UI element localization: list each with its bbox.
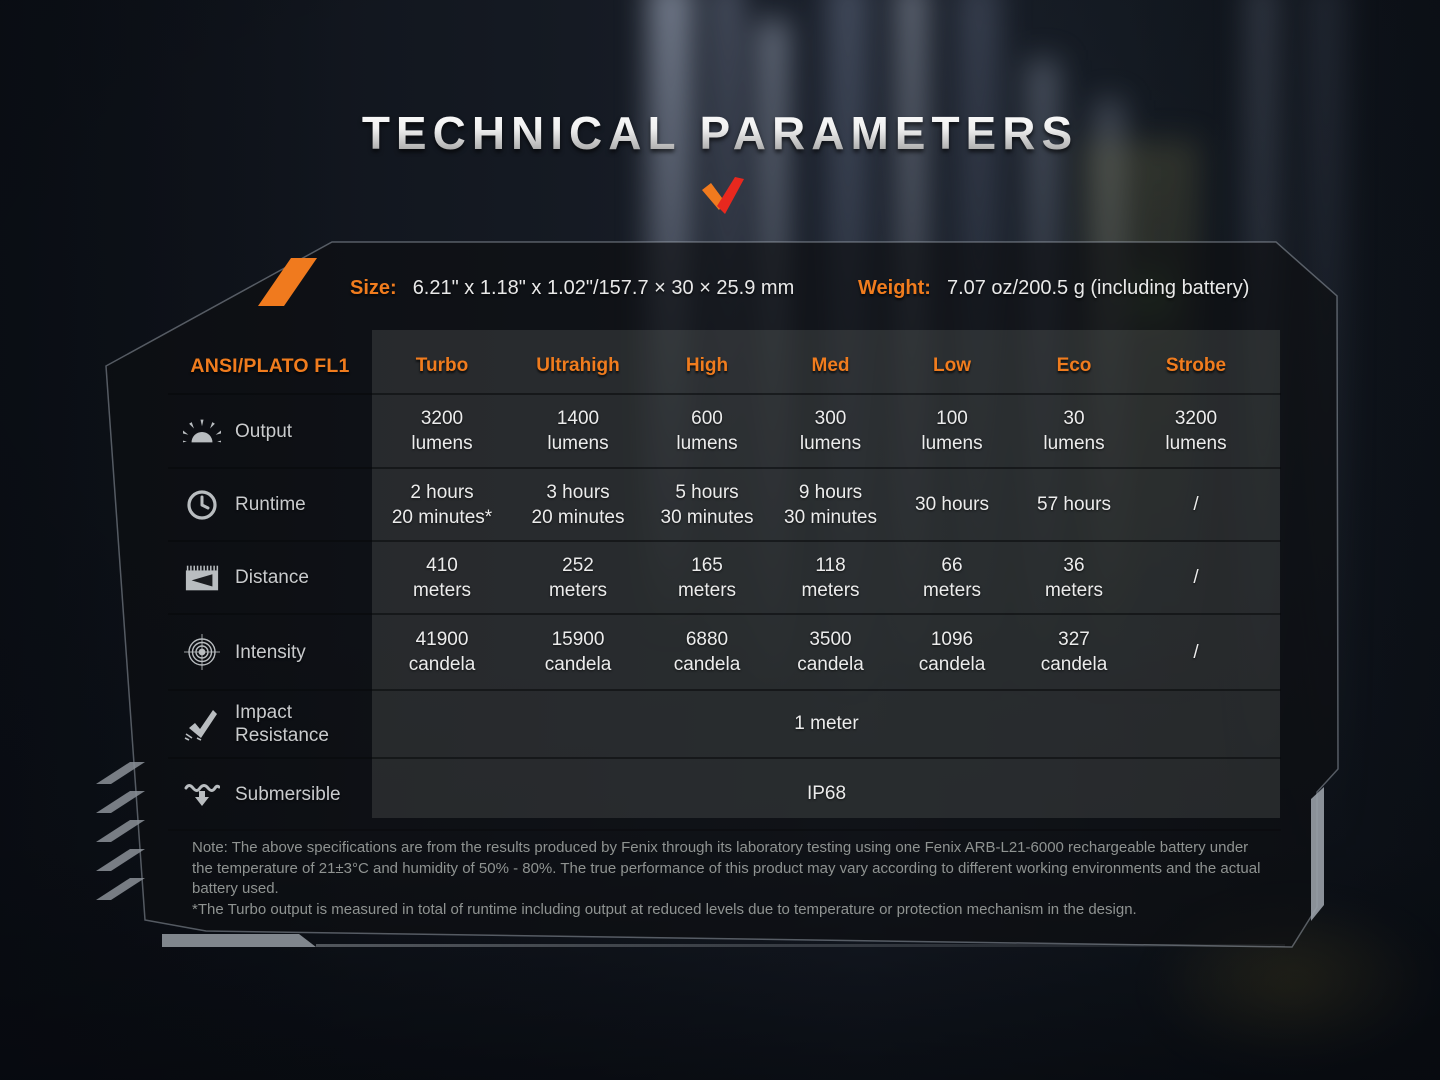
table-row-distance: Distance 410 meters 252 meters 165 meters 1… [168, 542, 1281, 615]
cell-unit: meters [801, 579, 860, 601]
mode-header-low: Low [933, 355, 971, 376]
cell-unit: 30 minutes [660, 506, 754, 528]
cell-value: 3500 [809, 629, 852, 650]
clock-icon [182, 489, 222, 521]
cell-unit: lumens [1043, 433, 1105, 454]
table-row-submersible: Submersible IP68 [168, 759, 1281, 831]
intensity-target-icon [182, 634, 222, 670]
chevron-down-icon [700, 177, 746, 220]
cell-value: 600 [691, 408, 723, 429]
cell-value: 100 [936, 408, 968, 429]
cell-value: 5 hours [675, 481, 739, 503]
page-title: TECHNICAL PARAMETERS [0, 106, 1440, 160]
cell-unit: lumens [411, 433, 473, 454]
cell-unit: meters [548, 579, 608, 601]
cell-value: / [1193, 567, 1199, 588]
footnote-asterisk: *The Turbo output is measured in total o… [192, 900, 1137, 918]
dimensions-row: Size: 6.21" x 1.18" x 1.02"/157.7 × 30 ×… [0, 277, 1440, 305]
cell-unit: meters [922, 579, 982, 601]
mode-header-turbo: Turbo [415, 355, 469, 376]
table-row-intensity: Intensity 41900 candela 15900 candela 6880… [168, 615, 1281, 691]
cell-value: / [1193, 641, 1199, 663]
sunrise-icon [182, 416, 222, 446]
weight-value: 7.07 oz/200.5 g (including battery) [946, 277, 1250, 299]
right-accent-strip [1311, 787, 1324, 921]
cell-value: 1400 [556, 408, 600, 429]
cell-value: 66 [941, 554, 963, 576]
cell-unit: lumens [921, 433, 983, 454]
cell-unit: 30 minutes [784, 506, 877, 528]
cell-unit: candela [673, 654, 741, 675]
beam-distance-icon [182, 563, 222, 593]
span-value: 1 meter [794, 713, 859, 734]
impact-check-icon [182, 707, 222, 741]
cell-value: 2 hours [410, 481, 474, 503]
cell-unit: candela [408, 654, 476, 675]
cell-value: 30 [1063, 408, 1085, 429]
cell-value: 9 hours [798, 481, 863, 503]
cell-unit: meters [677, 579, 737, 601]
corner-header: ANSI/PLATO FL1 [190, 354, 350, 377]
cell-value: 327 [1058, 629, 1090, 650]
cell-value: / [1193, 494, 1199, 515]
cell-unit: candela [797, 654, 864, 675]
table-row-output: Output 3200 lumens 1400 lumens 600 lumens 3… [168, 395, 1281, 469]
cell-value: 165 [691, 554, 723, 576]
cell-value: 3 hours [546, 481, 610, 503]
cell-unit: lumens [799, 433, 862, 454]
hazard-stripes [96, 762, 145, 900]
cell-value: 6880 [685, 629, 729, 650]
cell-value: 3200 [420, 408, 464, 429]
cell-unit: lumens [547, 433, 609, 454]
weight-label: Weight: [858, 277, 931, 299]
cell-value: 57 hours [1037, 494, 1111, 515]
orange-accent-parallelogram [258, 258, 317, 306]
table-row-impact-resistance: Impact Resistance 1 meter [168, 691, 1281, 759]
cell-value: 118 [815, 554, 846, 576]
bottom-accent-line [316, 944, 1285, 947]
row-label: Distance [235, 567, 309, 588]
mode-header-strobe: Strobe [1165, 355, 1227, 376]
row-label: Impact Resistance [235, 702, 329, 746]
cell-value: 3200 [1174, 408, 1218, 429]
cell-value: 41900 [415, 629, 469, 650]
cell-unit: candela [1040, 654, 1108, 675]
spec-table: ANSI/PLATO FL1 Turbo Ultrahigh High Med … [168, 339, 1281, 831]
row-label: Runtime [235, 494, 306, 515]
row-label: Intensity [235, 641, 306, 663]
submersible-icon [182, 780, 222, 808]
cell-unit: meters [412, 579, 472, 601]
table-header-row: ANSI/PLATO FL1 Turbo Ultrahigh High Med … [168, 339, 1281, 395]
mode-header-ultrahigh: Ultrahigh [536, 355, 620, 376]
span-value: IP68 [806, 783, 847, 804]
cell-value: 15900 [551, 629, 605, 650]
bottom-accent-strip [162, 934, 316, 947]
cell-value: 410 [426, 554, 458, 576]
cell-unit: lumens [676, 433, 738, 454]
mode-header-med: Med [811, 355, 850, 376]
cell-unit: 20 minutes [531, 506, 625, 528]
cell-value: 30 hours [915, 494, 989, 515]
cell-unit: 20 minutes* [391, 506, 493, 528]
size-label: Size: [350, 277, 397, 299]
cell-unit: lumens [1165, 433, 1227, 454]
cell-unit: candela [544, 654, 612, 675]
cell-value: 300 [814, 408, 847, 429]
footnote-body: Note: The above specifications are from … [192, 839, 1261, 897]
table-row-runtime: Runtime 2 hours 20 minutes* 3 hours 20 min… [168, 469, 1281, 542]
mode-header-high: High [685, 355, 729, 376]
footnote: Note: The above specifications are from … [192, 838, 1272, 920]
row-label: Output [235, 420, 293, 442]
cell-value: 252 [562, 554, 594, 576]
cell-unit: candela [918, 654, 986, 675]
size-value: 6.21" x 1.18" x 1.02"/157.7 × 30 × 25.9 … [412, 277, 795, 299]
row-label: Submersible [235, 783, 341, 805]
cell-value: 36 [1063, 554, 1085, 576]
mode-header-eco: Eco [1056, 355, 1092, 376]
table-overlay [372, 330, 1280, 818]
cell-unit: meters [1044, 579, 1104, 601]
cell-value: 1096 [930, 629, 974, 650]
